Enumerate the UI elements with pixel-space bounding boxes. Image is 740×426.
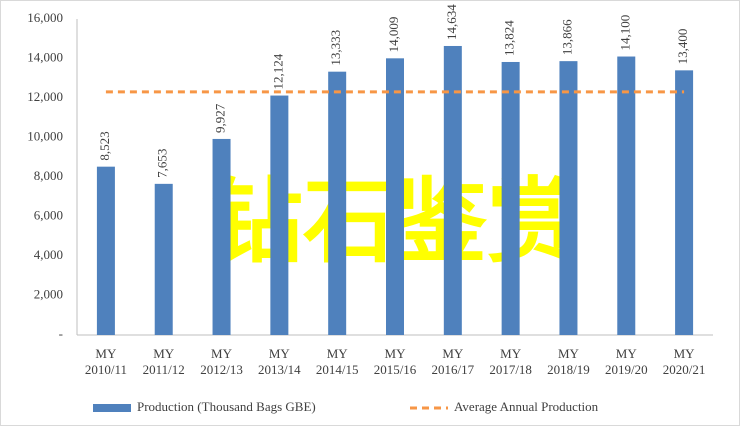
x-tick-label: MY 2010/11 <box>84 346 127 377</box>
x-tick-label: MY 2020/21 <box>662 346 706 377</box>
x-tick-label: MY 2018/19 <box>547 346 590 377</box>
value-label: 9,927 <box>213 103 228 133</box>
bar <box>212 138 231 335</box>
x-tick-label: MY 2014/15 <box>315 346 359 377</box>
x-tick-label: MY 2013/14 <box>258 346 301 377</box>
bar <box>617 56 636 336</box>
value-label: 7,653 <box>155 149 170 178</box>
y-tick-label: 2,000 <box>34 286 63 301</box>
bar <box>328 71 347 335</box>
value-label: 8,523 <box>97 131 112 160</box>
y-tick-label: 10,000 <box>27 128 63 143</box>
bar <box>559 61 578 336</box>
x-tick-label: MY 2011/12 <box>142 346 185 377</box>
x-tick-label: MY 2019/20 <box>604 346 648 377</box>
value-label: 13,824 <box>502 20 517 56</box>
value-label: 12,124 <box>270 53 285 89</box>
bar <box>270 95 289 336</box>
y-tick-label: - <box>59 326 63 341</box>
y-tick-label: 14,000 <box>27 49 63 64</box>
value-label: 14,100 <box>617 15 632 51</box>
x-tick-label: MY 2012/13 <box>200 346 243 377</box>
legend-label: Production (Thousand Bags GBE) <box>137 399 316 414</box>
y-tick-label: 6,000 <box>34 207 63 222</box>
bar <box>386 58 404 335</box>
y-tick-label: 4,000 <box>34 247 63 262</box>
x-tick-label: MY 2017/18 <box>489 346 532 377</box>
bar <box>443 45 462 335</box>
value-label: 13,866 <box>559 19 574 55</box>
value-label: 13,400 <box>675 29 690 65</box>
value-label: 14,009 <box>386 17 401 53</box>
bar <box>96 166 115 335</box>
x-tick-label: MY 2015/16 <box>373 346 417 377</box>
y-tick-label: 8,000 <box>34 168 63 183</box>
x-tick-label: MY 2016/17 <box>431 346 475 377</box>
value-label: 14,634 <box>444 4 459 40</box>
value-label: 13,333 <box>328 30 343 66</box>
legend-swatch <box>93 404 131 412</box>
y-tick-label: 12,000 <box>27 89 63 104</box>
y-tick-label: 16,000 <box>27 10 63 25</box>
bar <box>154 183 173 335</box>
legend-label: Average Annual Production <box>454 399 599 414</box>
bar <box>501 61 520 335</box>
bar <box>675 70 694 335</box>
